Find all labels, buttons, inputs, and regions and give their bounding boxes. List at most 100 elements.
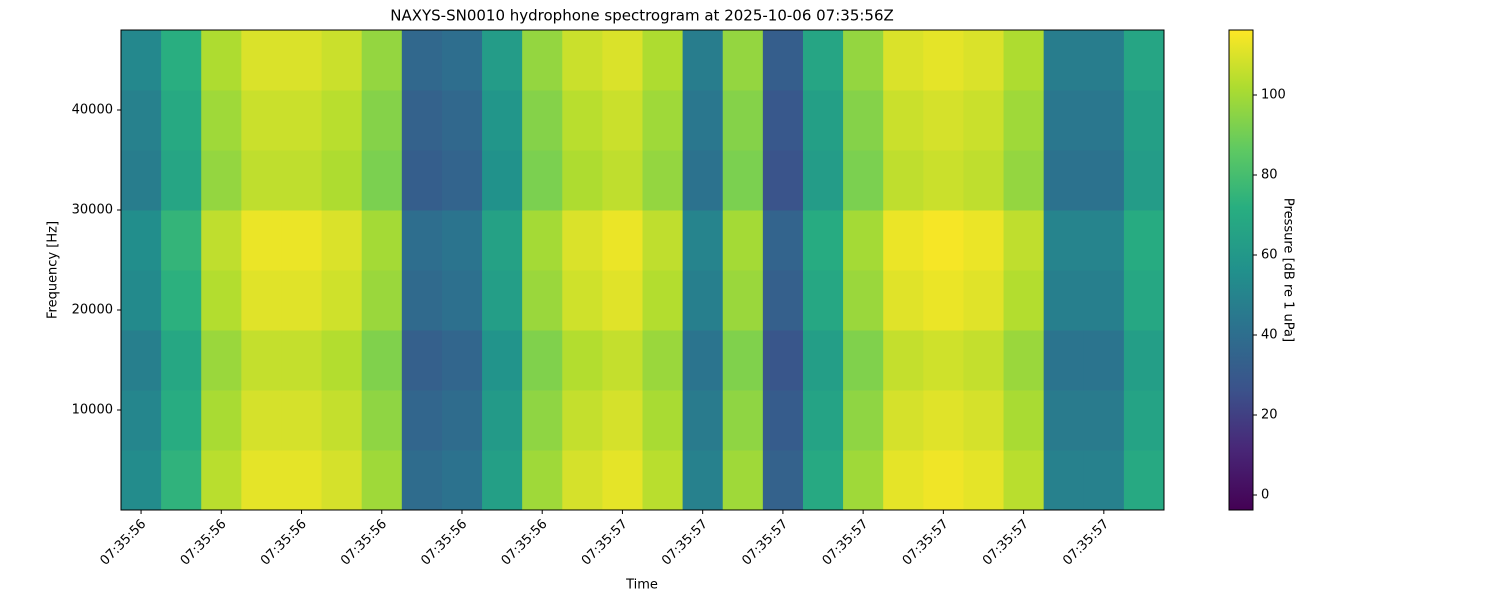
- heatmap-cell: [562, 150, 603, 211]
- heatmap-cell: [963, 270, 1005, 331]
- heatmap-cell: [682, 90, 724, 151]
- heatmap-cell: [161, 390, 202, 451]
- heatmap-cell: [963, 330, 1005, 391]
- y-axis-label: Frequency [Hz]: [46, 221, 61, 319]
- heatmap-cell: [802, 330, 844, 391]
- x-tick-label: 07:35:56: [418, 517, 470, 569]
- heatmap-cell: [482, 450, 523, 511]
- heatmap-cell: [201, 450, 242, 511]
- heatmap-cell: [482, 150, 523, 211]
- heatmap-cell: [321, 150, 363, 211]
- heatmap-cell: [1123, 150, 1165, 211]
- heatmap-cell: [843, 390, 884, 451]
- heatmap-cell: [802, 150, 844, 211]
- heatmap-cell: [161, 150, 202, 211]
- heatmap-cell: [1003, 390, 1045, 451]
- heatmap-cell: [1043, 390, 1085, 451]
- heatmap-cell: [522, 90, 563, 151]
- heatmap-cell: [1003, 270, 1045, 331]
- heatmap-cell: [321, 30, 363, 91]
- colorbar: [1228, 29, 1254, 511]
- heatmap-cell: [241, 210, 282, 271]
- heatmap-cell: [762, 390, 804, 451]
- heatmap-cell: [883, 90, 924, 151]
- heatmap-cell: [762, 150, 804, 211]
- heatmap-cell: [121, 270, 162, 331]
- heatmap-cell: [1123, 270, 1165, 331]
- heatmap-cell: [1003, 210, 1045, 271]
- heatmap-cell: [361, 90, 403, 151]
- heatmap-cell: [762, 30, 804, 91]
- heatmap-cell: [281, 330, 323, 391]
- x-tick-label: 07:35:56: [178, 517, 230, 569]
- heatmap-cell: [923, 210, 964, 271]
- heatmap-cell: [1003, 90, 1045, 151]
- heatmap-cell: [1003, 30, 1045, 91]
- heatmap-cell: [441, 450, 483, 511]
- heatmap-cell: [602, 90, 643, 151]
- colorbar-tick-label: 80: [1261, 168, 1278, 183]
- x-tick-label: 07:35:56: [97, 517, 149, 569]
- heatmap-cell: [1083, 390, 1125, 451]
- heatmap-cell: [281, 390, 323, 451]
- heatmap-cell: [602, 30, 643, 91]
- heatmap-cell: [121, 30, 162, 91]
- heatmap-cell: [883, 450, 924, 511]
- heatmap-cell: [963, 450, 1005, 511]
- heatmap-cell: [361, 270, 403, 331]
- heatmap-cell: [522, 270, 563, 331]
- heatmap-cell: [1043, 150, 1085, 211]
- heatmap-cell: [762, 90, 804, 151]
- heatmap-cell: [963, 210, 1005, 271]
- heatmap-cell: [963, 150, 1005, 211]
- heatmap-cell: [1123, 30, 1165, 91]
- heatmap-cell: [682, 150, 724, 211]
- heatmap-cell: [441, 330, 483, 391]
- heatmap-cell: [401, 270, 443, 331]
- heatmap-cell: [923, 150, 964, 211]
- colorbar-tick-label: 40: [1261, 328, 1278, 343]
- heatmap-cell: [522, 390, 563, 451]
- y-tick-label: 30000: [72, 203, 113, 218]
- heatmap-cell: [1043, 270, 1085, 331]
- x-tick-label: 07:35:57: [1060, 517, 1112, 569]
- heatmap-cell: [1083, 210, 1125, 271]
- heatmap-cell: [722, 210, 764, 271]
- plot-frame: [120, 29, 1165, 511]
- x-tick-label: 07:35:57: [900, 517, 952, 569]
- heatmap-cell: [1083, 450, 1125, 511]
- heatmap-cell: [482, 390, 523, 451]
- heatmap-cell: [562, 270, 603, 331]
- heatmap-cell: [1003, 330, 1045, 391]
- heatmap-cell: [802, 270, 844, 331]
- heatmap-cell: [361, 390, 403, 451]
- heatmap-cell: [1043, 30, 1085, 91]
- x-tick-label: 07:35:57: [659, 517, 711, 569]
- heatmap-cell: [642, 90, 684, 151]
- heatmap-cell: [762, 450, 804, 511]
- heatmap-cell: [602, 330, 643, 391]
- heatmap-cell: [602, 150, 643, 211]
- heatmap-cell: [1003, 450, 1045, 511]
- heatmap-cell: [762, 210, 804, 271]
- colorbar-tick-label: 100: [1261, 88, 1286, 103]
- heatmap-cell: [923, 330, 964, 391]
- heatmap-cell: [923, 30, 964, 91]
- heatmap-cell: [883, 270, 924, 331]
- x-tick-label: 07:35:56: [258, 517, 310, 569]
- heatmap-cell: [722, 90, 764, 151]
- x-tick-label: 07:35:57: [739, 517, 791, 569]
- heatmap-cell: [361, 30, 403, 91]
- x-tick-label: 07:35:56: [499, 517, 551, 569]
- heatmap-cell: [241, 390, 282, 451]
- heatmap-cell: [562, 90, 603, 151]
- heatmap-cell: [281, 150, 323, 211]
- heatmap-cell: [562, 210, 603, 271]
- heatmap-cell: [602, 390, 643, 451]
- heatmap-cell: [883, 150, 924, 211]
- chart-title: NAXYS-SN0010 hydrophone spectrogram at 2…: [390, 7, 894, 25]
- heatmap-cell: [682, 30, 724, 91]
- heatmap-cell: [121, 150, 162, 211]
- heatmap-cell: [321, 210, 363, 271]
- heatmap-cell: [201, 210, 242, 271]
